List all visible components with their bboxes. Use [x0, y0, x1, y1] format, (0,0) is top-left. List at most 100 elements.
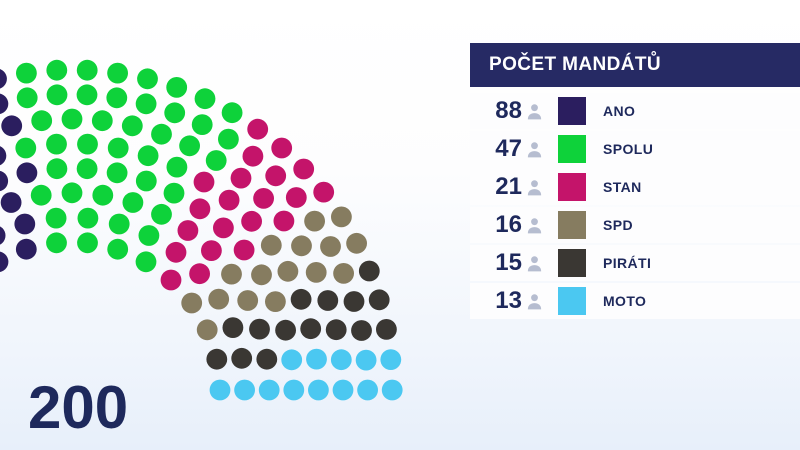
seat-dot-SPD[interactable]	[181, 292, 203, 314]
seat-dot-ANO[interactable]	[15, 238, 37, 260]
seat-dot-SPOLU[interactable]	[107, 238, 129, 260]
seat-dot-ANO[interactable]	[16, 162, 38, 184]
seat-dot-STAN[interactable]	[189, 263, 211, 285]
seat-dot-STAN[interactable]	[242, 145, 264, 167]
seat-dot-SPOLU[interactable]	[164, 102, 186, 124]
seat-dot-SPD[interactable]	[251, 264, 272, 286]
legend-row-SPOLU[interactable]: 47 SPOLU	[470, 131, 800, 167]
seat-dot-SPOLU[interactable]	[122, 192, 144, 213]
seat-dot-SPD[interactable]	[331, 206, 352, 228]
seat-dot-ANO[interactable]	[0, 93, 9, 114]
seat-dot-ANO[interactable]	[0, 145, 7, 166]
seat-dot-STAN[interactable]	[193, 171, 215, 193]
seat-dot-PIRÁTI[interactable]	[351, 320, 372, 341]
seat-dot-SPD[interactable]	[237, 290, 259, 311]
seat-dot-MOTO[interactable]	[281, 349, 303, 371]
seat-dot-SPOLU[interactable]	[107, 137, 129, 159]
seat-dot-PIRÁTI[interactable]	[256, 348, 278, 370]
seat-dot-SPOLU[interactable]	[137, 145, 159, 167]
seat-dot-SPOLU[interactable]	[107, 62, 128, 84]
seat-dot-SPOLU[interactable]	[15, 137, 37, 159]
seat-dot-PIRÁTI[interactable]	[325, 319, 347, 341]
seat-dot-PIRÁTI[interactable]	[249, 318, 270, 340]
seat-dot-SPOLU[interactable]	[46, 133, 67, 155]
seat-dot-STAN[interactable]	[285, 187, 307, 208]
seat-dot-SPOLU[interactable]	[76, 158, 98, 180]
seat-dot-SPOLU[interactable]	[194, 88, 216, 110]
seat-dot-ANO[interactable]	[1, 115, 23, 137]
seat-dot-SPOLU[interactable]	[163, 182, 185, 204]
seat-dot-PIRÁTI[interactable]	[358, 260, 380, 282]
seat-dot-SPOLU[interactable]	[76, 84, 98, 106]
legend-row-STAN[interactable]: 21 STAN	[470, 169, 800, 205]
seat-dot-STAN[interactable]	[177, 220, 199, 241]
seat-dot-MOTO[interactable]	[357, 379, 378, 401]
seat-dot-MOTO[interactable]	[332, 379, 354, 401]
seat-dot-PIRÁTI[interactable]	[376, 319, 397, 340]
seat-dot-ANO[interactable]	[0, 170, 9, 192]
seat-dot-PIRÁTI[interactable]	[206, 348, 228, 370]
seat-dot-MOTO[interactable]	[258, 379, 280, 401]
seat-dot-SPOLU[interactable]	[91, 110, 113, 132]
seat-dot-SPOLU[interactable]	[135, 251, 157, 273]
seat-dot-SPD[interactable]	[346, 232, 367, 254]
seat-dot-MOTO[interactable]	[234, 379, 256, 401]
seat-dot-SPOLU[interactable]	[77, 207, 99, 229]
seat-dot-STAN[interactable]	[201, 240, 222, 261]
seat-dot-PIRÁTI[interactable]	[300, 318, 322, 340]
seat-dot-SPOLU[interactable]	[77, 133, 98, 155]
seat-dot-MOTO[interactable]	[381, 379, 403, 401]
seat-dot-SPOLU[interactable]	[46, 158, 68, 180]
seat-dot-SPOLU[interactable]	[221, 102, 243, 124]
seat-dot-SPOLU[interactable]	[135, 93, 157, 115]
seat-dot-PIRÁTI[interactable]	[231, 347, 253, 369]
seat-dot-ANO[interactable]	[14, 213, 36, 235]
seat-dot-SPD[interactable]	[305, 262, 327, 283]
seat-dot-MOTO[interactable]	[380, 349, 402, 370]
seat-dot-SPOLU[interactable]	[77, 232, 98, 254]
seat-dot-STAN[interactable]	[271, 137, 293, 159]
seat-dot-MOTO[interactable]	[355, 349, 377, 371]
seat-dot-ANO[interactable]	[0, 225, 6, 246]
seat-dot-SPD[interactable]	[333, 263, 354, 284]
seat-dot-STAN[interactable]	[230, 167, 252, 189]
seat-dot-SPOLU[interactable]	[16, 87, 38, 109]
seat-dot-SPOLU[interactable]	[151, 123, 172, 145]
seat-dot-PIRÁTI[interactable]	[275, 319, 296, 341]
seat-dot-STAN[interactable]	[293, 158, 315, 180]
seat-dot-SPD[interactable]	[208, 288, 230, 310]
seat-dot-STAN[interactable]	[265, 165, 287, 187]
seat-dot-SPOLU[interactable]	[45, 207, 67, 229]
seat-dot-SPD[interactable]	[320, 236, 341, 257]
seat-dot-ANO[interactable]	[0, 192, 22, 213]
seat-dot-SPOLU[interactable]	[191, 114, 213, 135]
seat-dot-STAN[interactable]	[160, 269, 182, 291]
seat-dot-SPD[interactable]	[260, 234, 282, 256]
seat-dot-SPOLU[interactable]	[179, 135, 201, 157]
legend-row-SPD[interactable]: 16 SPD	[470, 207, 800, 243]
seat-dot-STAN[interactable]	[213, 217, 234, 239]
seat-dot-SPOLU[interactable]	[31, 110, 53, 132]
legend-row-MOTO[interactable]: 13 MOTO	[470, 283, 800, 319]
seat-dot-SPOLU[interactable]	[166, 156, 188, 178]
seat-dot-MOTO[interactable]	[283, 379, 305, 401]
seat-dot-SPD[interactable]	[221, 263, 242, 285]
seat-dot-STAN[interactable]	[233, 239, 255, 261]
seat-dot-SPOLU[interactable]	[46, 59, 68, 81]
seat-dot-STAN[interactable]	[189, 198, 211, 220]
seat-dot-SPOLU[interactable]	[106, 162, 128, 184]
seat-dot-SPOLU[interactable]	[106, 87, 128, 109]
seat-dot-PIRÁTI[interactable]	[368, 289, 390, 311]
seat-dot-MOTO[interactable]	[330, 349, 352, 371]
seat-dot-SPOLU[interactable]	[137, 68, 158, 90]
seat-dot-MOTO[interactable]	[209, 379, 231, 401]
seat-dot-STAN[interactable]	[218, 189, 240, 211]
seat-dot-ANO[interactable]	[0, 68, 7, 89]
seat-dot-MOTO[interactable]	[306, 348, 327, 370]
seat-dot-SPOLU[interactable]	[108, 213, 130, 235]
seat-dot-SPOLU[interactable]	[151, 203, 172, 225]
seat-dot-PIRÁTI[interactable]	[222, 317, 244, 338]
seat-dot-SPOLU[interactable]	[61, 108, 83, 130]
seat-dot-SPOLU[interactable]	[61, 182, 83, 204]
seat-dot-PIRÁTI[interactable]	[290, 288, 312, 310]
